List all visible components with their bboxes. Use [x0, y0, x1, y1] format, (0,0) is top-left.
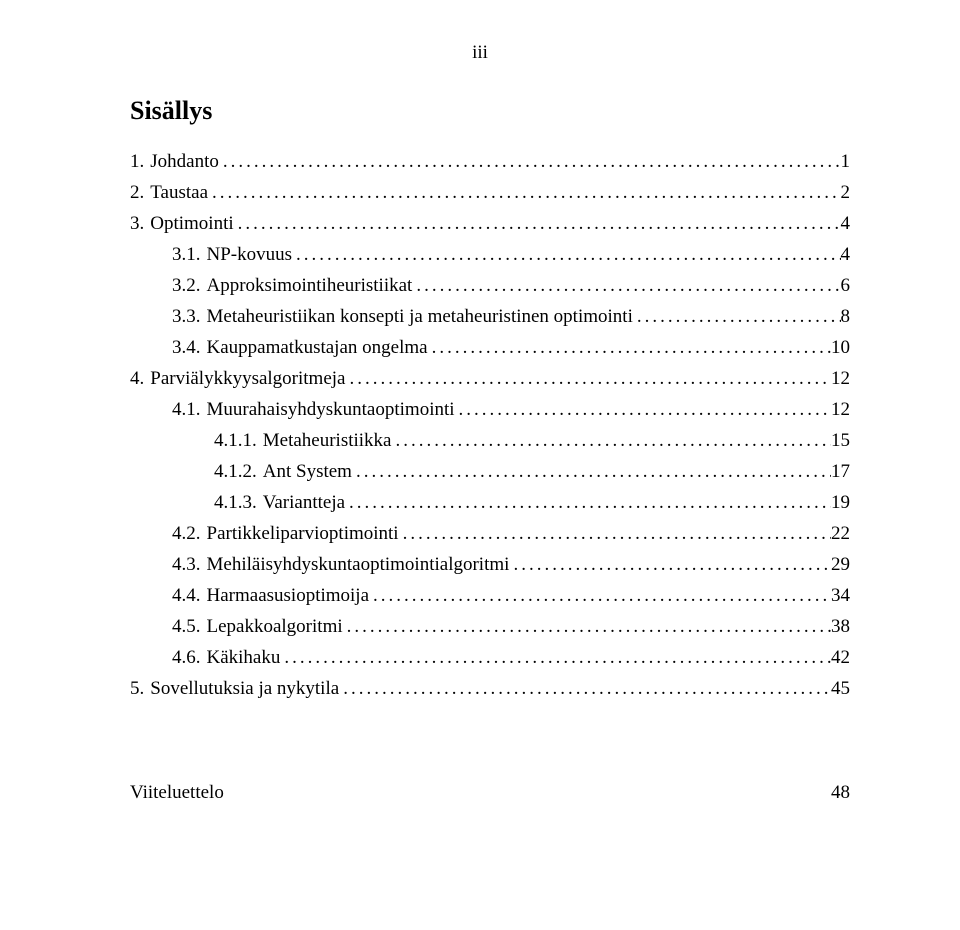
toc-entry-number: 3.1.	[172, 245, 207, 264]
toc-entry-number: 3.	[130, 214, 150, 233]
toc-entry-page: 15	[831, 431, 850, 450]
toc-entry: 4.1.1.Metaheuristiikka..................…	[130, 431, 850, 450]
toc-entry-number: 4.1.2.	[214, 462, 263, 481]
toc-entry-page: 19	[831, 493, 850, 512]
toc-entry-number: 4.3.	[172, 555, 207, 574]
toc-leader-dots: ........................................…	[280, 648, 831, 667]
toc-entry-number: 3.4.	[172, 338, 207, 357]
toc-entry-number: 3.2.	[172, 276, 207, 295]
toc-entry-number: 4.1.3.	[214, 493, 263, 512]
toc-entry-page: 17	[831, 462, 850, 481]
toc-entry: 4.3.Mehiläisyhdyskuntaoptimointialgoritm…	[130, 555, 850, 574]
toc-entry-label: Parviälykkyysalgoritmeja	[150, 369, 345, 388]
document-page: iii Sisällys 1.Johdanto.................…	[0, 0, 960, 930]
toc-entry: 3.3.Metaheuristiikan konsepti ja metaheu…	[130, 307, 850, 326]
toc-entry-number: 4.1.	[172, 400, 207, 419]
toc-list: 1.Johdanto..............................…	[130, 152, 850, 698]
toc-leader-dots: ........................................…	[343, 617, 831, 636]
toc-entry-number: 4.5.	[172, 617, 207, 636]
toc-entry: 3.2.Approksimointiheuristiikat..........…	[130, 276, 850, 295]
toc-entry-label: Kauppamatkustajan ongelma	[207, 338, 428, 357]
toc-entry-page: 45	[831, 679, 850, 698]
toc-entry: 4.6.Käkihaku............................…	[130, 648, 850, 667]
toc-entry-label: NP-kovuus	[207, 245, 293, 264]
toc-leader-dots: ........................................…	[234, 214, 841, 233]
toc-entry: 4.2.Partikkeliparvioptimointi...........…	[130, 524, 850, 543]
toc-entry: 4.5.Lepakkoalgoritmi....................…	[130, 617, 850, 636]
toc-entry: 1.Johdanto..............................…	[130, 152, 850, 171]
toc-entry-page: 2	[841, 183, 851, 202]
toc-entry-number: 4.	[130, 369, 150, 388]
toc-leader-dots: ........................................…	[352, 462, 831, 481]
toc-leader-dots: ........................................…	[428, 338, 831, 357]
toc-entry: 3.4.Kauppamatkustajan ongelma...........…	[130, 338, 850, 357]
toc-entry-label: Partikkeliparvioptimointi	[207, 524, 399, 543]
toc-entry-label: Harmaasusioptimoija	[207, 586, 370, 605]
toc-title: Sisällys	[130, 96, 850, 126]
toc-entry-page: 22	[831, 524, 850, 543]
toc-entry-label: Sovellutuksia ja nykytila	[150, 679, 339, 698]
toc-leader-dots: ........................................…	[509, 555, 831, 574]
toc-entry-label: Metaheuristiikka	[263, 431, 392, 450]
toc-entry: 4.1.3.Variantteja.......................…	[130, 493, 850, 512]
toc-entry: 5.Sovellutuksia ja nykytila.............…	[130, 679, 850, 698]
toc-entry-label: Muurahaisyhdyskuntaoptimointi	[207, 400, 455, 419]
toc-entry-label: Lepakkoalgoritmi	[207, 617, 343, 636]
toc-entry-number: 4.2.	[172, 524, 207, 543]
toc-entry-page: 8	[841, 307, 851, 326]
toc-entry: 2.Taustaa...............................…	[130, 183, 850, 202]
toc-entry-page: 6	[841, 276, 851, 295]
toc-entry-page: 4	[841, 214, 851, 233]
toc-entry-number: 4.4.	[172, 586, 207, 605]
toc-entry-label: Optimointi	[150, 214, 233, 233]
toc-entry-label: Johdanto	[150, 152, 219, 171]
toc-entry-number: 3.3.	[172, 307, 207, 326]
toc-entry: 4.4.Harmaasusioptimoija.................…	[130, 586, 850, 605]
toc-entry-page: 4	[841, 245, 851, 264]
references-label: Viiteluettelo	[130, 782, 224, 804]
toc-entry-number: 4.1.1.	[214, 431, 263, 450]
toc-entry-label: Taustaa	[150, 183, 208, 202]
toc-entry-page: 34	[831, 586, 850, 605]
toc-entry-number: 5.	[130, 679, 150, 698]
toc-entry-label: Approksimointiheuristiikat	[207, 276, 413, 295]
toc-leader-dots: ........................................…	[208, 183, 840, 202]
toc-leader-dots: ........................................…	[345, 369, 831, 388]
toc-entry: 3.Optimointi............................…	[130, 214, 850, 233]
toc-entry-page: 12	[831, 400, 850, 419]
toc-entry-label: Ant System	[263, 462, 352, 481]
toc-entry-number: 1.	[130, 152, 150, 171]
toc-leader-dots: ........................................…	[399, 524, 831, 543]
toc-entry-number: 2.	[130, 183, 150, 202]
references-line: Viiteluettelo 48	[130, 782, 850, 804]
toc-entry-label: Variantteja	[263, 493, 345, 512]
toc-entry-label: Metaheuristiikan konsepti ja metaheurist…	[207, 307, 633, 326]
toc-entry: 4.Parviälykkyysalgoritmeja..............…	[130, 369, 850, 388]
references-page: 48	[831, 782, 850, 804]
toc-leader-dots: ........................................…	[345, 493, 831, 512]
toc-entry-page: 42	[831, 648, 850, 667]
toc-entry-page: 38	[831, 617, 850, 636]
page-number: iii	[0, 42, 960, 64]
toc-leader-dots: ........................................…	[292, 245, 840, 264]
toc-entry: 4.1.Muurahaisyhdyskuntaoptimointi.......…	[130, 400, 850, 419]
toc-leader-dots: ........................................…	[455, 400, 831, 419]
toc-entry: 4.1.2.Ant System........................…	[130, 462, 850, 481]
toc-entry-label: Mehiläisyhdyskuntaoptimointialgoritmi	[207, 555, 510, 574]
toc-leader-dots: ........................................…	[412, 276, 840, 295]
toc-leader-dots: ........................................…	[392, 431, 832, 450]
toc-entry-page: 29	[831, 555, 850, 574]
toc-entry-page: 12	[831, 369, 850, 388]
toc-leader-dots: ........................................…	[339, 679, 831, 698]
toc-leader-dots: ........................................…	[219, 152, 841, 171]
toc-entry-number: 4.6.	[172, 648, 207, 667]
toc-entry-page: 1	[841, 152, 851, 171]
toc-leader-dots: ........................................…	[633, 307, 841, 326]
toc-leader-dots: ........................................…	[369, 586, 831, 605]
toc-entry-label: Käkihaku	[207, 648, 281, 667]
toc-entry-page: 10	[831, 338, 850, 357]
toc-entry: 3.1.NP-kovuus...........................…	[130, 245, 850, 264]
